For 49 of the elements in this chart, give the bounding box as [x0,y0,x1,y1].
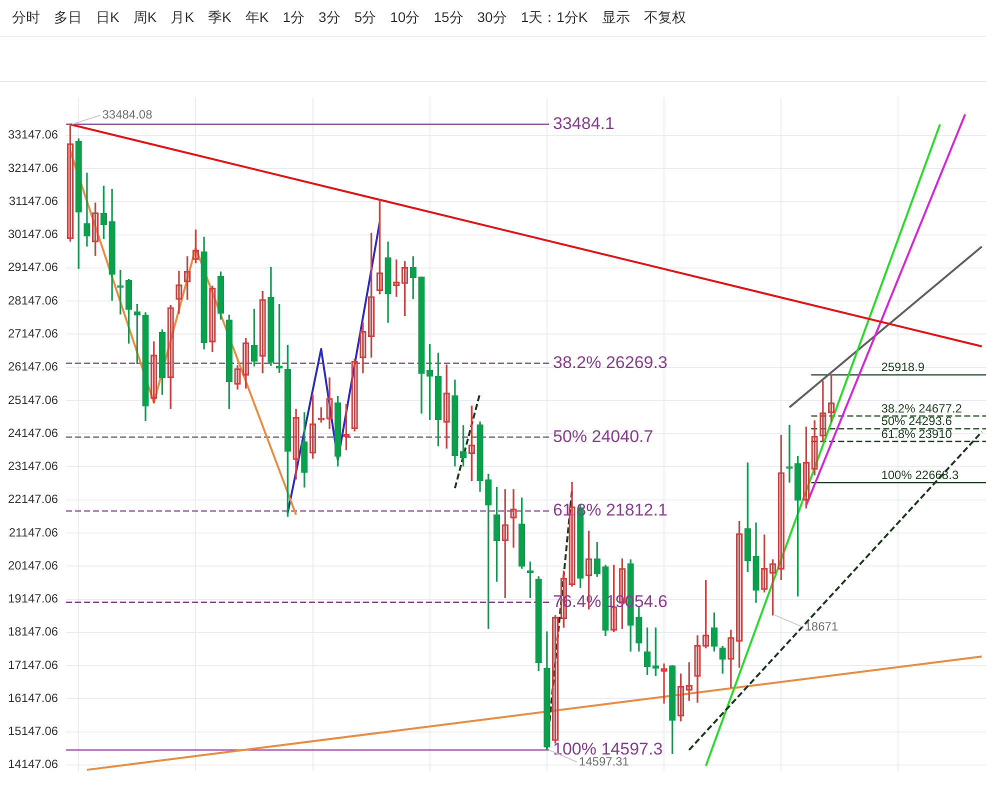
y-tick-label: 17147.06 [8,658,58,672]
text: 3分 [318,9,340,27]
y-tick-label: 29147.06 [8,260,58,274]
y-tick-label: 15147.06 [8,724,58,738]
text: 不复权 [644,9,686,27]
text: 显示 [602,9,630,27]
candlestick [786,424,793,483]
y-tick-label: 26147.06 [8,360,58,374]
y-tick-label: 21147.06 [8,525,58,540]
text: 月K [170,9,194,27]
ref-line-label: 33484.1 [553,114,614,133]
text: 10分 [390,9,420,27]
text: 季K [208,9,232,27]
text: 1分 [282,9,305,27]
y-tick-label: 23147.06 [8,459,58,474]
text: 多日 [54,9,82,27]
y-tick-label: 22147.06 [8,492,58,506]
ref-line-label: 50% 24293.6 [881,414,952,428]
text: 18671 [804,619,838,634]
text: 年K [245,9,269,27]
y-tick-label: 27147.06 [8,326,58,341]
y-tick-label: 16147.06 [8,690,58,705]
y-tick-label: 32147.06 [8,160,58,175]
ref-line-label: 100% 22668.3 [881,468,959,482]
ref-line-label: 38.2% 26269.3 [553,352,668,372]
text: 30分 [477,9,507,27]
y-tick-label: 14147.06 [8,757,58,772]
y-tick-label: 25147.06 [8,392,58,407]
y-tick-label: 31147.06 [8,194,58,208]
text: 33484.08 [102,108,152,122]
text: 分时 [12,9,40,27]
text: 5分 [354,9,376,27]
y-tick-label: 20147.06 [8,558,58,572]
y-tick-label: 24147.06 [8,426,58,440]
ref-line-label: 25918.9 [881,360,925,374]
y-tick-label: 18147.06 [8,624,58,639]
text: 日K [96,9,120,27]
candlestick [84,172,90,246]
y-tick-label: 30147.06 [8,227,58,242]
ref-line-label: 50% 24040.7 [553,426,654,446]
text: 14597.31 [578,754,629,768]
ref-line-label: 38.2% 24677.2 [881,401,962,416]
text: 周K [133,9,157,27]
ref-line-label: 61.8% 23910 [881,426,952,441]
y-tick-label: 33147.06 [8,128,58,142]
text: 1天：1分K [520,9,588,27]
text: 15分 [434,9,464,27]
y-tick-label: 19147.06 [8,592,58,606]
y-tick-label: 28147.06 [8,293,58,308]
